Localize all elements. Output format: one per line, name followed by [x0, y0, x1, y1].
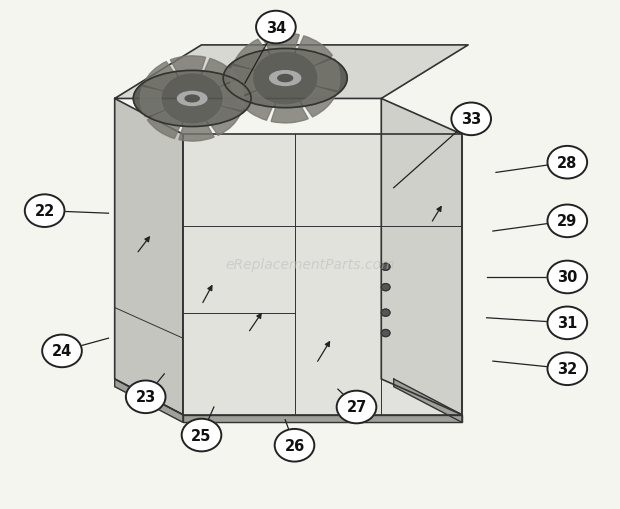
Text: 22: 22 — [35, 204, 55, 219]
Text: 28: 28 — [557, 155, 577, 171]
Wedge shape — [179, 123, 214, 142]
Text: 32: 32 — [557, 361, 577, 377]
Polygon shape — [115, 99, 183, 415]
Wedge shape — [315, 60, 340, 91]
Wedge shape — [231, 67, 255, 98]
Ellipse shape — [133, 71, 251, 127]
Polygon shape — [115, 46, 468, 99]
Polygon shape — [115, 135, 183, 308]
Circle shape — [381, 264, 390, 271]
Circle shape — [42, 335, 82, 367]
Circle shape — [451, 103, 491, 136]
Text: 29: 29 — [557, 214, 577, 229]
Ellipse shape — [177, 92, 207, 106]
Ellipse shape — [185, 96, 199, 103]
Text: 33: 33 — [461, 112, 481, 127]
Circle shape — [547, 205, 587, 238]
Wedge shape — [271, 103, 308, 124]
Wedge shape — [262, 34, 299, 54]
Wedge shape — [221, 81, 244, 110]
Text: 25: 25 — [192, 428, 211, 443]
Circle shape — [25, 195, 64, 228]
Circle shape — [547, 147, 587, 179]
Circle shape — [381, 284, 390, 291]
Wedge shape — [170, 56, 206, 76]
Polygon shape — [394, 379, 462, 422]
Ellipse shape — [223, 49, 347, 108]
Wedge shape — [296, 37, 332, 66]
Wedge shape — [238, 93, 274, 121]
Circle shape — [337, 391, 376, 423]
Wedge shape — [208, 108, 241, 136]
Wedge shape — [302, 88, 337, 118]
Text: 34: 34 — [266, 20, 286, 36]
Wedge shape — [148, 112, 182, 139]
Text: 24: 24 — [52, 344, 72, 359]
Wedge shape — [140, 88, 164, 117]
Circle shape — [275, 429, 314, 462]
Text: 30: 30 — [557, 270, 577, 285]
Circle shape — [547, 307, 587, 340]
Text: 26: 26 — [285, 438, 304, 453]
Circle shape — [126, 381, 166, 413]
Ellipse shape — [270, 72, 301, 87]
Circle shape — [547, 353, 587, 385]
Circle shape — [182, 419, 221, 451]
Text: 23: 23 — [136, 389, 156, 405]
Text: eReplacementParts.com: eReplacementParts.com — [225, 258, 395, 272]
Text: 27: 27 — [347, 400, 366, 415]
Polygon shape — [183, 415, 462, 422]
Ellipse shape — [278, 75, 293, 82]
Polygon shape — [115, 379, 183, 422]
Wedge shape — [234, 40, 269, 70]
Wedge shape — [203, 59, 237, 87]
Polygon shape — [183, 135, 462, 415]
Wedge shape — [143, 63, 177, 91]
Polygon shape — [381, 99, 462, 415]
Circle shape — [547, 261, 587, 294]
Text: 31: 31 — [557, 316, 577, 331]
Circle shape — [381, 309, 390, 317]
Circle shape — [256, 12, 296, 44]
Circle shape — [381, 330, 390, 337]
